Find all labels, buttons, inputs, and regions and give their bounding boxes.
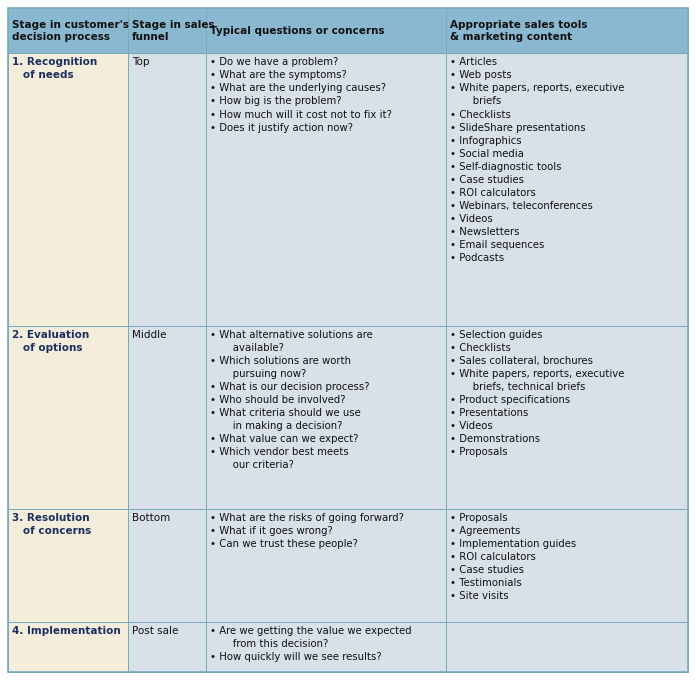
Text: • Do we have a problem?
• What are the symptoms?
• What are the underlying cause: • Do we have a problem? • What are the s… — [210, 57, 392, 133]
Bar — [127, 326, 206, 509]
Text: • Articles
• Web posts
• White papers, reports, executive
       briefs
• Checkl: • Articles • Web posts • White papers, r… — [450, 57, 625, 263]
Text: Stage in customer's
decision process: Stage in customer's decision process — [13, 20, 129, 41]
Text: Typical questions or concerns: Typical questions or concerns — [210, 26, 384, 36]
Bar — [8, 622, 127, 672]
Bar — [447, 509, 688, 622]
Text: • Selection guides
• Checklists
• Sales collateral, brochures
• White papers, re: • Selection guides • Checklists • Sales … — [450, 330, 625, 458]
Text: • Are we getting the value we expected
       from this decision?
• How quickly : • Are we getting the value we expected f… — [210, 626, 411, 662]
Text: Appropriate sales tools
& marketing content: Appropriate sales tools & marketing cont… — [450, 20, 588, 41]
Bar — [127, 8, 206, 53]
Bar — [8, 326, 127, 509]
Text: • What are the risks of going forward?
• What if it goes wrong?
• Can we trust t: • What are the risks of going forward? •… — [210, 513, 404, 549]
Bar — [206, 53, 447, 326]
Text: Top: Top — [132, 57, 149, 67]
Text: Stage in sales
funnel: Stage in sales funnel — [132, 20, 214, 41]
Bar — [127, 509, 206, 622]
Bar — [8, 8, 127, 53]
Text: 4. Implementation: 4. Implementation — [13, 626, 121, 636]
Text: 3. Resolution
   of concerns: 3. Resolution of concerns — [13, 513, 92, 536]
Text: 2. Evaluation
   of options: 2. Evaluation of options — [13, 330, 90, 353]
Bar — [447, 8, 688, 53]
Bar — [8, 509, 127, 622]
Bar — [8, 53, 127, 326]
Text: • Proposals
• Agreements
• Implementation guides
• ROI calculators
• Case studie: • Proposals • Agreements • Implementatio… — [450, 513, 577, 601]
Bar — [127, 53, 206, 326]
Bar — [206, 8, 447, 53]
Text: Middle: Middle — [132, 330, 166, 340]
Bar — [206, 509, 447, 622]
Bar — [206, 622, 447, 672]
Bar — [206, 326, 447, 509]
Text: Bottom: Bottom — [132, 513, 170, 523]
Bar — [447, 326, 688, 509]
Bar — [447, 53, 688, 326]
Bar — [127, 622, 206, 672]
Text: 1. Recognition
   of needs: 1. Recognition of needs — [13, 57, 97, 80]
Text: Post sale: Post sale — [132, 626, 178, 636]
Bar — [447, 622, 688, 672]
Text: • What alternative solutions are
       available?
• Which solutions are worth
 : • What alternative solutions are availab… — [210, 330, 373, 471]
